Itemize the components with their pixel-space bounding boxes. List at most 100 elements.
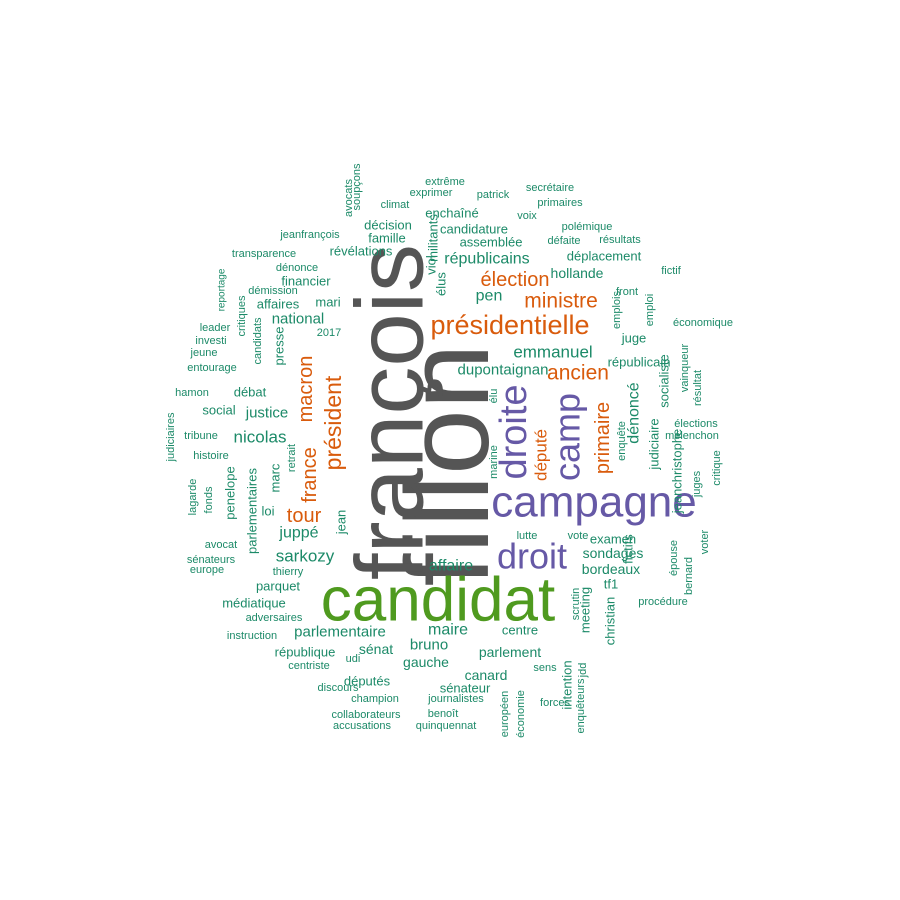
cloud-word: hollande xyxy=(551,265,604,281)
cloud-word: affaires xyxy=(257,297,300,312)
cloud-word: famille xyxy=(368,231,406,246)
cloud-word: bordeaux xyxy=(582,561,640,577)
cloud-word: jean xyxy=(334,510,349,536)
cloud-word: jeanfrançois xyxy=(279,229,340,241)
cloud-word: scrutin xyxy=(570,588,582,620)
cloud-word: jeanchristophe xyxy=(670,429,685,515)
cloud-word: tribune xyxy=(184,430,218,442)
cloud-word: journalistes xyxy=(427,693,484,705)
cloud-word: accusations xyxy=(333,720,392,732)
cloud-word: lutte xyxy=(517,530,538,542)
cloud-word: juppé xyxy=(278,525,318,542)
cloud-word: discours xyxy=(318,682,359,694)
cloud-word: critiques xyxy=(236,295,248,336)
cloud-word: candidature xyxy=(440,222,508,237)
cloud-word: udi xyxy=(346,653,361,665)
cloud-word: déplacement xyxy=(567,249,642,264)
cloud-word: emploi xyxy=(644,294,656,326)
cloud-word: adversaires xyxy=(246,612,303,624)
cloud-word: macron xyxy=(295,356,317,423)
cloud-word: europe xyxy=(190,564,224,576)
cloud-word: vote xyxy=(568,530,589,542)
cloud-word: juges xyxy=(691,470,703,498)
cloud-word: avocat xyxy=(205,539,237,551)
cloud-word: entourage xyxy=(187,362,237,374)
cloud-word: avocats xyxy=(343,179,355,217)
cloud-word: sénateurs xyxy=(187,554,236,566)
cloud-word: sénateur xyxy=(440,681,491,696)
cloud-word: révélations xyxy=(330,244,393,259)
cloud-word: histoire xyxy=(193,450,228,462)
cloud-word: candidat xyxy=(321,566,555,635)
cloud-word: soupçons xyxy=(351,163,363,211)
cloud-word: françois xyxy=(337,244,444,580)
cloud-word: épouse xyxy=(668,540,680,576)
cloud-word: nicolas xyxy=(234,428,287,447)
cloud-word: députés xyxy=(344,674,391,689)
cloud-word: exprimer xyxy=(410,187,453,199)
cloud-word: militants xyxy=(426,214,441,262)
cloud-word: quinquennat xyxy=(416,720,477,732)
cloud-word: pen xyxy=(476,288,503,305)
cloud-word: presse xyxy=(272,326,287,365)
cloud-word: front xyxy=(616,286,638,298)
cloud-word: forces xyxy=(540,697,570,709)
cloud-word: affaire xyxy=(429,558,473,575)
cloud-word: benoît xyxy=(428,708,459,720)
cloud-word: parquet xyxy=(256,579,300,594)
cloud-word: reportage xyxy=(217,268,228,311)
cloud-word: élections xyxy=(674,418,718,430)
cloud-word: fictifs xyxy=(621,534,636,564)
cloud-word: sens xyxy=(533,662,557,674)
cloud-word: économie xyxy=(515,690,527,738)
cloud-word: secrétaire xyxy=(526,182,574,194)
cloud-word: procédure xyxy=(638,596,688,608)
cloud-word: polémique xyxy=(562,221,613,233)
cloud-word: droit xyxy=(497,536,567,577)
cloud-word: marine xyxy=(488,445,500,479)
cloud-word: justice xyxy=(245,405,289,422)
cloud-word: primaires xyxy=(537,197,583,209)
cloud-word: intention xyxy=(560,660,575,709)
cloud-word: patrick xyxy=(477,189,510,201)
cloud-word: médiatique xyxy=(222,596,286,611)
cloud-word: droite xyxy=(493,384,535,479)
cloud-word: maire xyxy=(428,622,468,639)
cloud-word: emmanuel xyxy=(513,343,592,362)
cloud-word: examen xyxy=(590,532,636,547)
cloud-word: primaire xyxy=(592,402,614,474)
cloud-word: jdd xyxy=(577,663,589,679)
cloud-word: résultat xyxy=(692,370,704,406)
cloud-word: penelope xyxy=(223,466,238,520)
cloud-word: ministre xyxy=(524,290,598,313)
cloud-word: jeune xyxy=(190,347,218,359)
cloud-word: national xyxy=(272,311,325,328)
cloud-word: tour xyxy=(287,505,322,527)
cloud-word: président xyxy=(320,375,346,470)
cloud-word: résultats xyxy=(599,234,641,246)
cloud-word: dupontaignan xyxy=(458,362,549,379)
cloud-word: dénoncé xyxy=(626,382,643,443)
cloud-word: christian xyxy=(603,597,618,645)
cloud-word: république xyxy=(275,645,336,660)
cloud-word: présidentielle xyxy=(430,310,589,340)
cloud-word: socialiste xyxy=(657,354,672,407)
cloud-word: démission xyxy=(248,285,298,297)
cloud-word: républicain xyxy=(608,355,671,370)
cloud-word: parlement xyxy=(479,644,541,660)
cloud-word: tf1 xyxy=(604,577,618,592)
cloud-word: élus xyxy=(434,272,449,296)
cloud-word: critique xyxy=(711,450,723,485)
cloud-word: économique xyxy=(673,317,733,329)
cloud-word: transparence xyxy=(232,248,296,260)
cloud-word: décision xyxy=(364,218,412,233)
cloud-word: retrait xyxy=(286,444,298,472)
cloud-word: viol xyxy=(424,255,439,275)
cloud-word: dénonce xyxy=(276,262,318,274)
cloud-word: leader xyxy=(200,322,231,334)
cloud-word: défaite xyxy=(547,235,580,247)
cloud-word: france xyxy=(299,447,321,503)
cloud-word: vainqueur xyxy=(679,344,691,393)
cloud-word: social xyxy=(202,403,235,418)
